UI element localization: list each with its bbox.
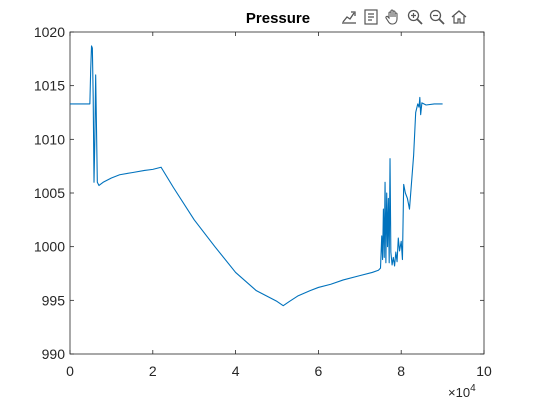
chart-title: Pressure: [246, 10, 310, 27]
x-tick-label: 8: [397, 363, 405, 379]
y-tick-label: 995: [42, 292, 66, 308]
y-tick-label: 1020: [34, 24, 65, 40]
axes-box[interactable]: [69, 31, 485, 355]
datatip-icon: [363, 8, 378, 25]
y-tick-label: 1015: [34, 78, 65, 94]
axis-ticks: 0 2 4 6 8 10 990 995 1000 1005 1010 1015 1020: [34, 24, 492, 379]
y-tick-label: 1000: [34, 239, 65, 255]
zoom-out-button[interactable]: [426, 6, 447, 27]
pressure-series-line: [70, 45, 443, 307]
pan-icon: [384, 8, 398, 25]
pan-button[interactable]: [382, 6, 403, 27]
zoom-out-icon: [429, 9, 445, 25]
y-tick-label: 1005: [34, 185, 65, 201]
y-tick-label: 990: [42, 346, 66, 362]
home-button[interactable]: [448, 6, 469, 27]
x-tick-label: 6: [315, 363, 323, 379]
y-tick-label: 1010: [34, 131, 65, 147]
x-tick-label: 4: [232, 363, 240, 379]
datatip-button[interactable]: [360, 6, 381, 27]
home-icon: [451, 9, 466, 24]
x-tick-label: 10: [476, 363, 492, 379]
export-icon: [341, 10, 356, 24]
zoom-in-icon: [407, 9, 423, 25]
x-tick-label: 2: [149, 363, 157, 379]
export-button[interactable]: [338, 6, 359, 27]
x-axis-exponent-label: ×104: [448, 383, 476, 400]
x-tick-label: 0: [66, 363, 74, 379]
axes-toolbar: [338, 6, 469, 28]
plot-area: [70, 45, 443, 307]
zoom-in-button[interactable]: [404, 6, 425, 27]
